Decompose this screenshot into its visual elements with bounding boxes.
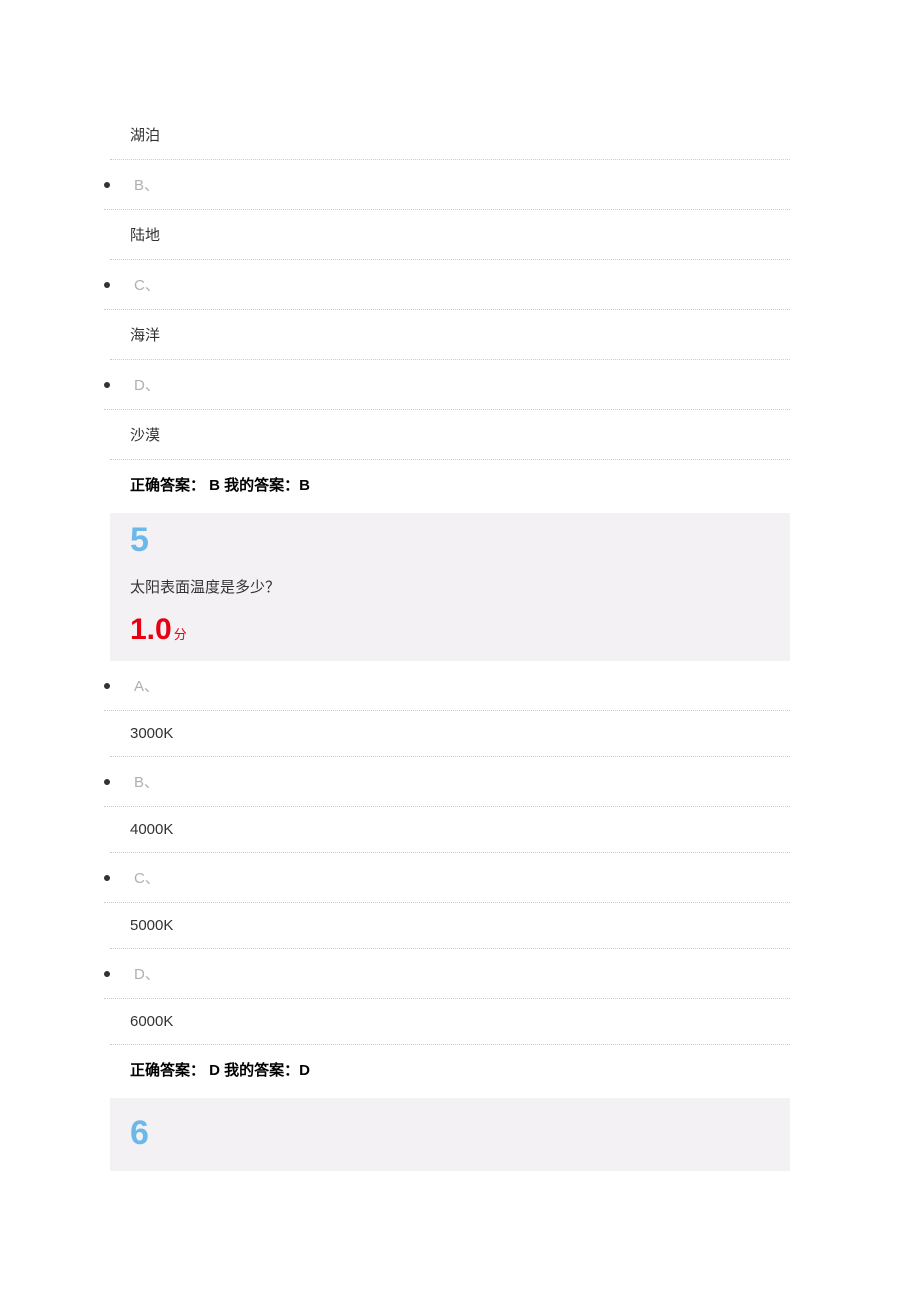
option-a-letter: A、 [134,675,159,696]
bullet-icon [104,382,110,388]
option-b-row: B、 [104,160,790,210]
question-5-score: 1.0 分 [130,609,790,661]
option-d-letter: D、 [134,374,160,395]
option-b-text: 4000K [110,807,790,853]
option-c-row: C、 [104,260,790,310]
question-6-number: 6 [130,1106,790,1157]
option-a-text: 3000K [110,711,790,757]
question-6-block: 6 [110,1098,790,1171]
option-c-letter: C、 [134,867,160,888]
option-b-letter: B、 [134,174,159,195]
quiz-document: 湖泊 B、 陆地 C、 海洋 D、 沙漠 正确答案： B 我的答案：B 5 太阳… [0,0,920,1171]
option-a-row: A、 [104,661,790,711]
score-value: 1.0 [130,613,172,647]
option-d-row: D、 [104,360,790,410]
bullet-icon [104,875,110,881]
option-d-letter: D、 [134,963,160,984]
question-5-block: 5 太阳表面温度是多少？ 1.0 分 [110,513,790,661]
option-b-row: B、 [104,757,790,807]
option-d-text: 6000K [110,999,790,1045]
option-b-letter: B、 [134,771,159,792]
option-c-row: C、 [104,853,790,903]
option-b-text: 陆地 [110,210,790,260]
option-d-row: D、 [104,949,790,999]
bullet-icon [104,182,110,188]
bullet-icon [104,683,110,689]
score-unit: 分 [174,624,187,643]
bullet-icon [104,779,110,785]
bullet-icon [104,971,110,977]
option-c-text: 5000K [110,903,790,949]
option-d-text: 沙漠 [110,410,790,460]
answer-line-q5: 正确答案： D 我的答案：D [110,1045,790,1094]
bullet-icon [104,282,110,288]
option-c-text: 海洋 [110,310,790,360]
question-5-number: 5 [130,513,790,564]
question-5-text: 太阳表面温度是多少？ [130,564,790,609]
option-a-text: 湖泊 [110,110,790,160]
answer-line-q4: 正确答案： B 我的答案：B [110,460,790,509]
option-c-letter: C、 [134,274,160,295]
